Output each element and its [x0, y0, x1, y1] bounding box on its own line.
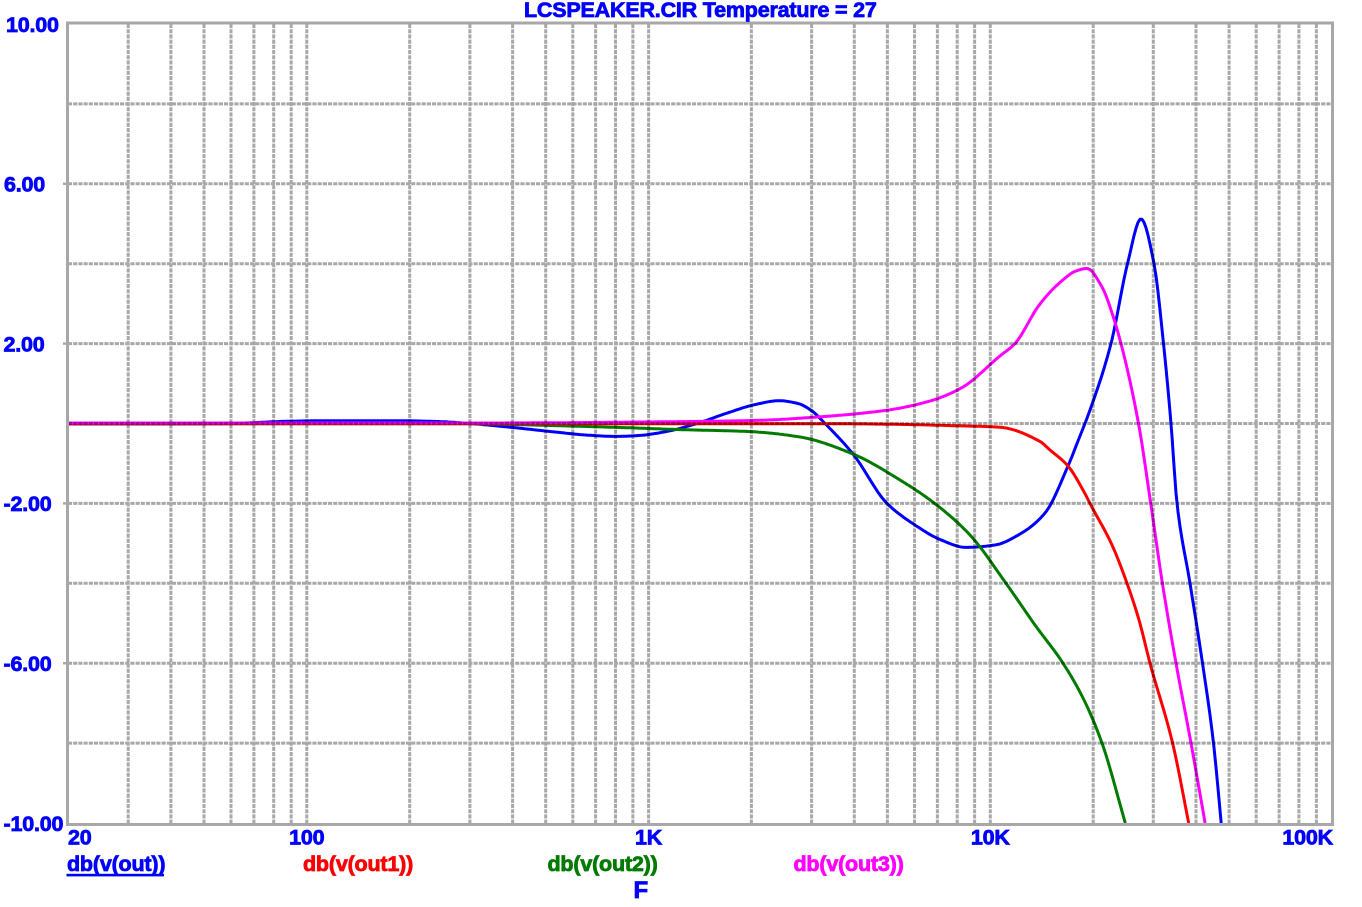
svg-text:10K: 10K [971, 826, 1011, 850]
svg-text:db(v(out3)): db(v(out3)) [794, 852, 904, 876]
svg-text:-10.00: -10.00 [4, 812, 64, 836]
svg-text:-6.00: -6.00 [4, 652, 52, 676]
svg-text:LCSPEAKER.CIR Temperature = 27: LCSPEAKER.CIR Temperature = 27 [524, 0, 877, 22]
svg-text:6.00: 6.00 [4, 173, 45, 197]
svg-text:db(v(out1)): db(v(out1)) [303, 852, 413, 876]
svg-text:100: 100 [289, 826, 325, 850]
svg-text:20: 20 [68, 826, 92, 850]
svg-text:10.00: 10.00 [6, 13, 59, 37]
svg-text:2.00: 2.00 [4, 332, 45, 356]
svg-text:F: F [634, 877, 648, 904]
svg-text:-2.00: -2.00 [4, 492, 52, 516]
svg-text:db(v(out2)): db(v(out2)) [548, 852, 658, 876]
svg-text:1K: 1K [635, 826, 663, 850]
svg-text:db(v(out)): db(v(out)) [67, 852, 165, 876]
svg-text:100K: 100K [1282, 826, 1333, 850]
